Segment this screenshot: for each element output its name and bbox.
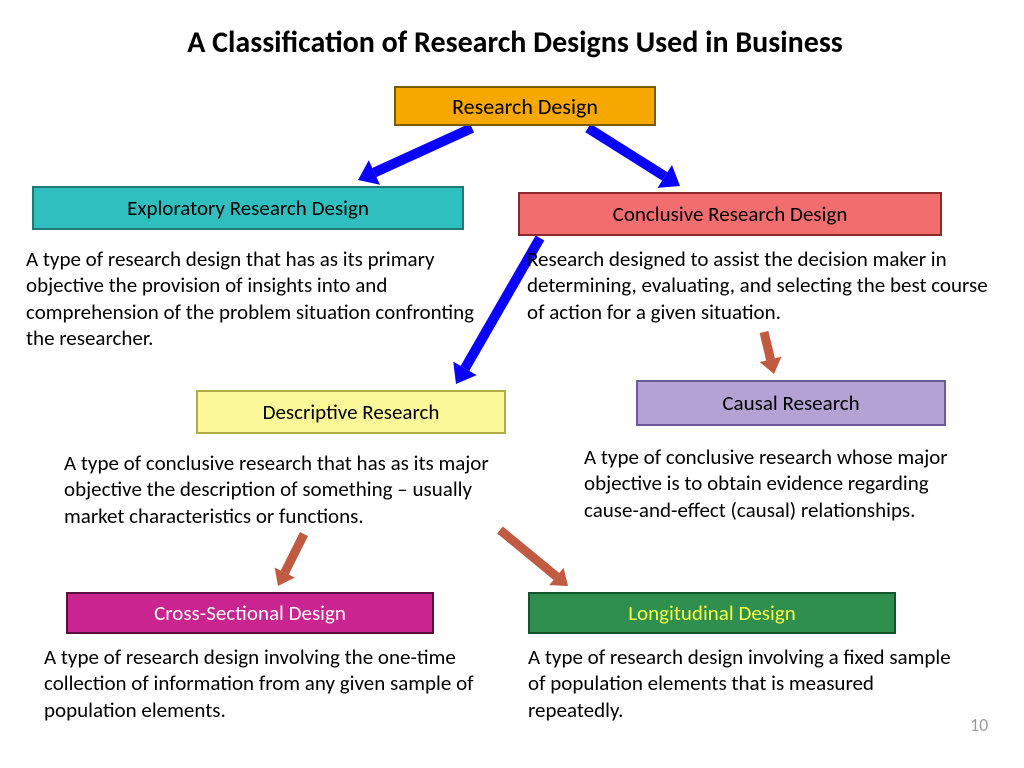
slide-title: A Classification of Research Designs Use… bbox=[80, 24, 950, 61]
desc-causal: A type of conclusive research whose majo… bbox=[584, 444, 984, 523]
box-exploratory: Exploratory Research Design bbox=[32, 186, 464, 230]
box-label: Descriptive Research bbox=[263, 399, 440, 425]
box-conclusive: Conclusive Research Design bbox=[518, 192, 942, 236]
box-longitudinal: Longitudinal Design bbox=[528, 592, 896, 634]
box-research-design: Research Design bbox=[394, 86, 656, 126]
desc-longitudinal: A type of research design involving a fi… bbox=[528, 644, 958, 723]
page-number: 10 bbox=[970, 714, 988, 736]
box-label: Cross-Sectional Design bbox=[154, 600, 346, 626]
box-label: Conclusive Research Design bbox=[613, 201, 848, 227]
box-descriptive: Descriptive Research bbox=[196, 390, 506, 434]
box-label: Exploratory Research Design bbox=[127, 195, 369, 221]
box-label: Research Design bbox=[452, 93, 598, 120]
box-cross-sectional: Cross-Sectional Design bbox=[66, 592, 434, 634]
box-causal: Causal Research bbox=[636, 380, 946, 426]
desc-exploratory: A type of research design that has as it… bbox=[26, 246, 484, 351]
desc-descriptive: A type of conclusive research that has a… bbox=[64, 450, 528, 529]
desc-conclusive: Research designed to assist the decision… bbox=[527, 246, 1007, 325]
desc-cross-sectional: A type of research design involving the … bbox=[44, 644, 484, 723]
box-label: Causal Research bbox=[722, 390, 859, 416]
box-label: Longitudinal Design bbox=[628, 600, 796, 626]
